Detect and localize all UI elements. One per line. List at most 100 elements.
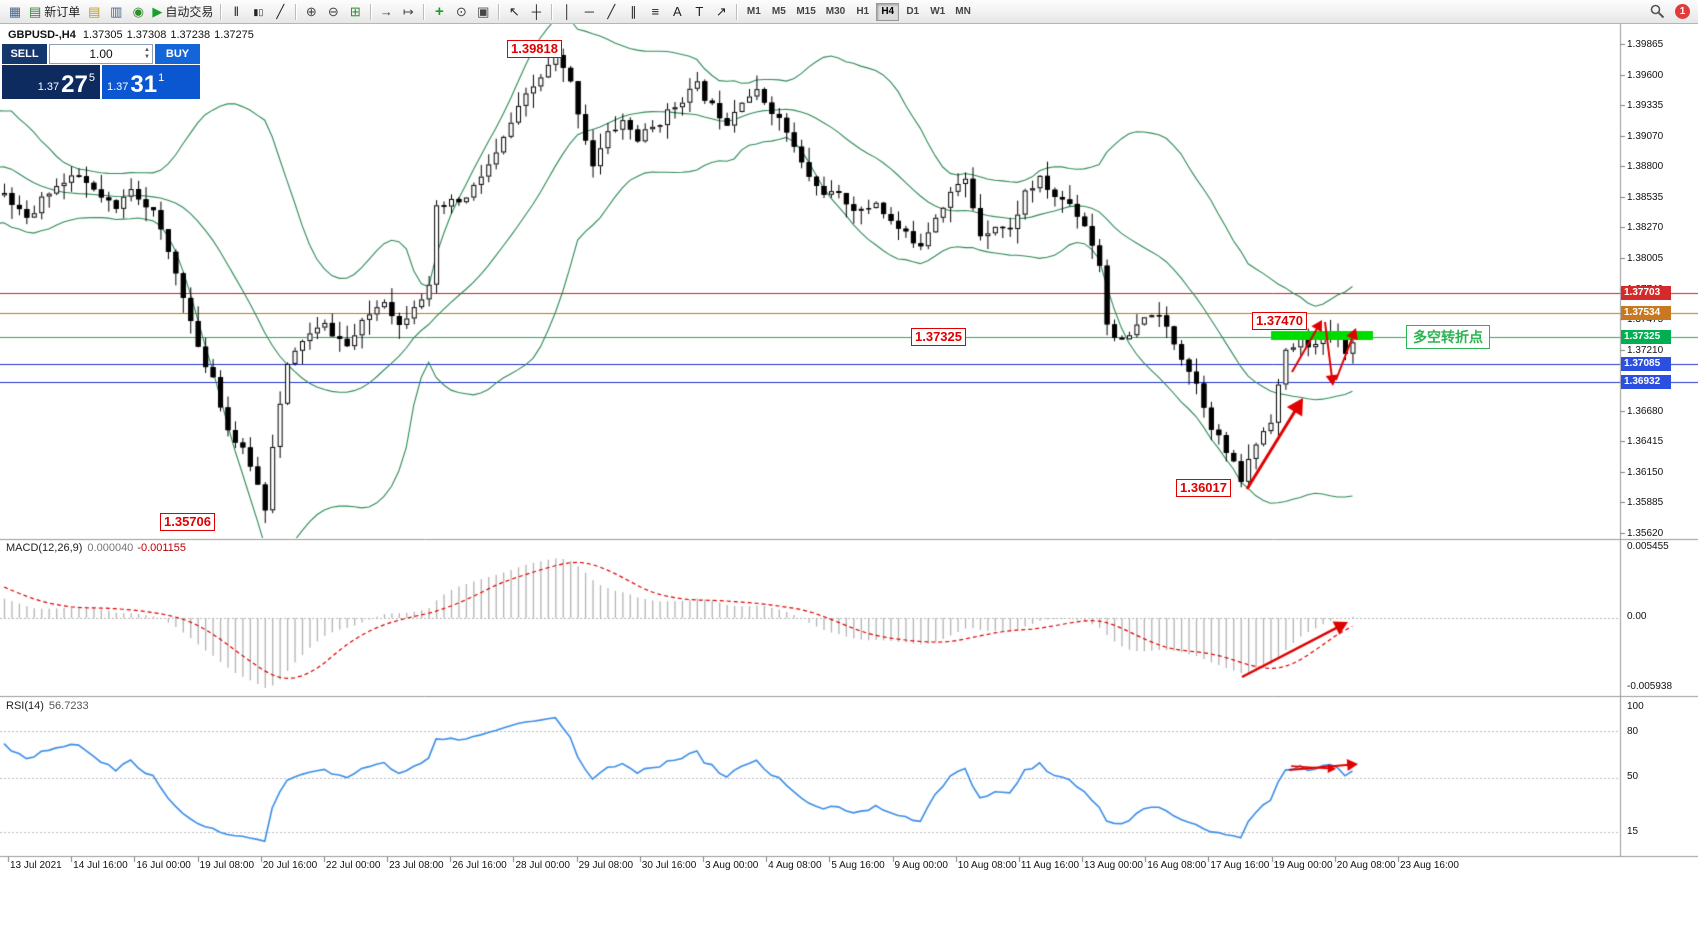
buy-price-button[interactable]: 1.37 31 1 [102, 65, 200, 99]
tile-windows-icon: ⊞ [349, 3, 361, 19]
indicators-button[interactable]: + [428, 2, 450, 22]
time-axis-tick: 16 Jul 00:00 [136, 860, 191, 871]
buy-price-small: 1.37 [107, 81, 129, 93]
ohlc-low: 1.37238 [170, 29, 211, 41]
search-icon[interactable] [1646, 2, 1668, 22]
timeframe-h1[interactable]: H1 [856, 6, 870, 17]
new-order-icon: ▤ [29, 3, 42, 19]
new-chart-button[interactable]: ▤ [83, 2, 105, 22]
zoom-out-icon: ⊖ [327, 3, 339, 19]
fibonacci-button[interactable]: ≡ [644, 2, 666, 22]
timeframe-h4[interactable]: H4 [876, 2, 900, 21]
autotrade-button[interactable]: ▶ 自动交易 [149, 2, 216, 22]
price-axis-tick: 1.38005 [1627, 252, 1664, 264]
tile-windows-button[interactable]: ⊞ [344, 2, 366, 22]
label-icon: T [695, 3, 704, 19]
bar-chart-button[interactable]: ‖ [225, 2, 247, 22]
cursor-button[interactable]: ↖ [503, 2, 525, 22]
time-axis-tick: 16 Aug 08:00 [1147, 860, 1207, 871]
sell-price-sup: 5 [88, 72, 95, 84]
price-axis-tick: 1.37475 [1627, 314, 1664, 326]
price-axis-tick: 1.36415 [1627, 436, 1664, 448]
time-axis-tick: 5 Aug 16:00 [831, 860, 885, 871]
time-axis-tick: 20 Aug 08:00 [1336, 860, 1396, 871]
templates-icon: ▣ [477, 3, 490, 19]
auto-scroll-button[interactable]: → [375, 2, 397, 22]
price-axis-tick: 1.39865 [1627, 39, 1664, 50]
volume-stepper[interactable]: 1.00 ▲ ▼ [49, 44, 153, 64]
time-axis-tick: 10 Aug 08:00 [957, 860, 1017, 871]
price-level-tag[interactable]: 1.37703 [1621, 286, 1671, 301]
timeframe-w1[interactable]: W1 [930, 6, 946, 17]
candlestick-button[interactable]: ▮▯ [247, 2, 269, 22]
toolbar-separator [423, 3, 425, 20]
price-annotation-swing-low[interactable]: 1.36017 [1176, 479, 1231, 497]
autotrade-button-label: 自动交易 [165, 4, 214, 19]
ohlc-high: 1.37308 [126, 29, 167, 41]
profiles-button[interactable]: ▥ [105, 2, 127, 22]
zoom-in-icon: ⊕ [305, 3, 317, 19]
price-level-tag[interactable]: 1.37325 [1621, 329, 1671, 344]
rsi-axis-tick: 50 [1627, 771, 1639, 782]
price-annotation-high[interactable]: 1.39818 [507, 40, 562, 58]
timeframe-m30[interactable]: M30 [825, 6, 846, 17]
vertical-line-button[interactable]: │ [556, 2, 578, 22]
price-axis-tick: 1.39600 [1627, 69, 1664, 81]
new-order-button[interactable]: ▤ 新订单 [26, 2, 83, 22]
chart-shift-button[interactable]: ↦ [397, 2, 419, 22]
timeframe-m1[interactable]: M1 [746, 6, 761, 17]
crosshair-button[interactable]: ┼ [525, 2, 547, 22]
price-annotation-pivot[interactable]: 1.37470 [1252, 312, 1307, 330]
macd-main-value: 0.000040 [87, 542, 134, 554]
volume-spin-arrows[interactable]: ▲ ▼ [144, 47, 150, 60]
price-axis-tick: 1.38270 [1627, 222, 1664, 234]
toolbar-separator [220, 3, 222, 20]
new-order-button-label: 新订单 [44, 4, 81, 19]
price-axis-tick: 1.36150 [1627, 466, 1664, 478]
chart-window-button[interactable]: ▦ [4, 2, 26, 22]
label-button[interactable]: T [688, 2, 710, 22]
periods-button[interactable]: ⊙ [450, 2, 472, 22]
terminal-button[interactable]: ◉ [127, 2, 149, 22]
macd-label: MACD(12,26,9) 0.000040 -0.001155 [6, 542, 186, 554]
notification-badge[interactable]: 1 [1675, 4, 1690, 19]
arrows-button[interactable]: ↗ [710, 2, 732, 22]
price-axis-tick: 1.35620 [1627, 528, 1664, 539]
turning-point-note[interactable]: 多空转折点 [1406, 325, 1490, 349]
time-axis-tick: 14 Jul 16:00 [73, 860, 128, 871]
zoom-out-button[interactable]: ⊖ [322, 2, 344, 22]
templates-button[interactable]: ▣ [472, 2, 494, 22]
channel-button[interactable]: ∥ [622, 2, 644, 22]
toolbar-right: 1 [1646, 2, 1694, 22]
profiles-icon: ▥ [110, 3, 123, 19]
toolbar-left: ▦ ▤ 新订单 ▤ ▥ ◉ ▶ 自动交易 ‖ ▮▯ ╱ ⊕ ⊖ ⊞ → ↦ + ⊙ ▣ ↖ ┼ │ ─ ╱ ∥ ≡ A T ↗ M1 M5 M… [4, 2, 1646, 22]
line-chart-button[interactable]: ╱ [269, 2, 291, 22]
volume-value: 1.00 [89, 47, 113, 61]
timeframe-m15[interactable]: M15 [796, 6, 816, 17]
zoom-in-button[interactable]: ⊕ [300, 2, 322, 22]
sell-price-button[interactable]: 1.37 27 5 [2, 65, 100, 99]
price-annotation-low[interactable]: 1.35706 [160, 513, 215, 531]
toolbar-separator [551, 3, 553, 20]
timeframe-m5[interactable]: M5 [771, 6, 786, 17]
bar-chart-icon: ‖ [233, 3, 240, 19]
price-level-tag[interactable]: 1.37085 [1621, 357, 1671, 372]
toolbar-separator [370, 3, 372, 20]
time-axis-tick: 19 Aug 00:00 [1273, 860, 1333, 871]
one-click-trading: SELL 1.00 ▲ ▼ BUY 1.37 27 5 1.37 31 1 [2, 44, 200, 99]
timeframe-d1[interactable]: D1 [906, 6, 920, 17]
sell-button[interactable]: SELL [2, 44, 47, 64]
price-annotation-mid[interactable]: 1.37325 [911, 328, 966, 346]
trendline-button[interactable]: ╱ [600, 2, 622, 22]
time-axis-tick: 11 Aug 16:00 [1020, 860, 1080, 871]
text-button[interactable]: A [666, 2, 688, 22]
autotrade-play-icon: ▶ [152, 3, 163, 19]
price-level-tag[interactable]: 1.37534 [1621, 305, 1671, 320]
horizontal-line-button[interactable]: ─ [578, 2, 600, 22]
chart-info-line: GBPUSD-,H4 1.37305 1.37308 1.37238 1.37275 [8, 29, 258, 41]
timeframe-mn[interactable]: MN [955, 6, 971, 17]
buy-button[interactable]: BUY [155, 44, 200, 64]
price-level-tag[interactable]: 1.36932 [1621, 374, 1671, 389]
